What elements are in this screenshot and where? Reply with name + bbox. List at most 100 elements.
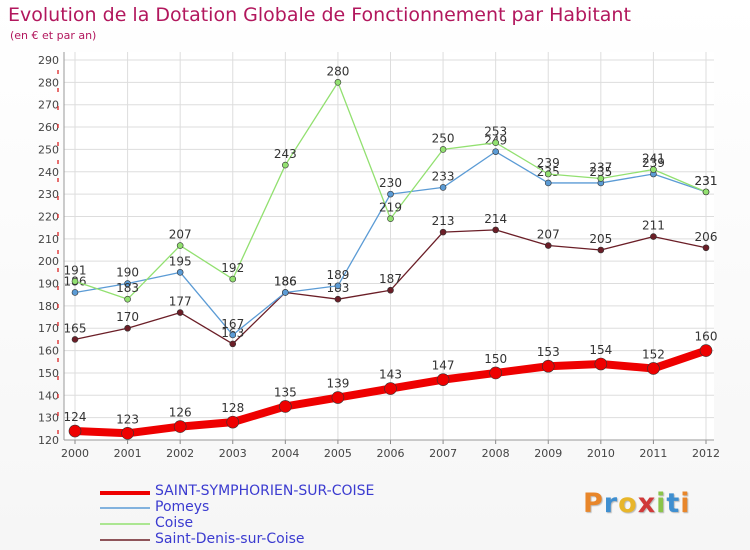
data-point bbox=[702, 244, 710, 252]
data-point bbox=[387, 286, 394, 294]
data-point bbox=[282, 161, 289, 169]
data-point bbox=[544, 242, 552, 249]
data-point bbox=[334, 79, 342, 86]
data-point bbox=[492, 148, 499, 155]
data-point bbox=[597, 246, 605, 254]
data-point bbox=[647, 362, 660, 375]
data-label: 280 bbox=[326, 64, 349, 78]
y-tick-label: 280 bbox=[38, 76, 59, 89]
legend-label-saint-symphorien: SAINT-SYMPHORIEN-SUR-COISE bbox=[155, 483, 375, 499]
data-point bbox=[176, 309, 184, 316]
data-label: 213 bbox=[432, 214, 455, 228]
legend-item-coise: Coise bbox=[95, 516, 425, 532]
data-label: 165 bbox=[64, 321, 87, 335]
data-point bbox=[71, 336, 79, 343]
logo-letter: t bbox=[666, 488, 681, 519]
data-label: 160 bbox=[695, 330, 718, 344]
data-point bbox=[439, 184, 447, 191]
y-tick-label: 290 bbox=[38, 54, 59, 67]
data-point bbox=[282, 289, 289, 296]
data-point bbox=[597, 175, 605, 182]
data-point bbox=[492, 226, 499, 234]
data-label: 250 bbox=[432, 131, 455, 145]
y-tick-label: 250 bbox=[38, 143, 59, 156]
data-point bbox=[173, 420, 187, 433]
y-tick-label: 160 bbox=[38, 345, 59, 358]
data-label: 241 bbox=[642, 152, 665, 166]
logo-letter: o bbox=[618, 488, 638, 519]
legend-label-coise: Coise bbox=[155, 515, 194, 531]
y-tick-label: 140 bbox=[38, 389, 59, 402]
y-tick-label: 180 bbox=[38, 300, 59, 313]
data-point bbox=[279, 400, 292, 413]
x-tick-label: 2010 bbox=[587, 447, 615, 460]
data-label: 170 bbox=[116, 310, 139, 324]
chart-subtitle: (en € et par an) bbox=[10, 29, 97, 42]
legend-item-saint-denis: Saint-Denis-sur-Coise bbox=[95, 532, 425, 548]
data-point bbox=[176, 242, 184, 249]
legend-item-saint-symphorien: SAINT-SYMPHORIEN-SUR-COISE bbox=[95, 484, 425, 500]
x-tick-label: 2004 bbox=[271, 447, 299, 460]
data-label: 233 bbox=[432, 169, 455, 183]
legend-item-pomeys: Pomeys bbox=[95, 500, 425, 516]
data-point bbox=[699, 344, 713, 357]
data-label: 135 bbox=[274, 385, 297, 399]
x-tick-label: 2000 bbox=[61, 447, 89, 460]
data-point bbox=[387, 190, 394, 198]
data-label: 205 bbox=[589, 232, 612, 246]
data-point bbox=[439, 228, 447, 236]
data-point bbox=[650, 233, 657, 240]
y-tick-label: 260 bbox=[38, 121, 59, 134]
data-point bbox=[176, 269, 184, 276]
data-label: 147 bbox=[432, 359, 455, 373]
data-label: 239 bbox=[537, 156, 560, 170]
data-point bbox=[124, 295, 131, 303]
data-point bbox=[334, 295, 342, 303]
data-point bbox=[71, 289, 79, 296]
y-tick-label: 190 bbox=[38, 278, 59, 291]
x-tick-label: 2007 bbox=[429, 447, 457, 460]
data-label: 211 bbox=[642, 219, 665, 233]
data-point bbox=[387, 215, 394, 223]
x-tick-label: 2011 bbox=[639, 447, 667, 460]
data-point bbox=[541, 359, 555, 373]
y-tick-label: 170 bbox=[38, 322, 59, 335]
data-label: 235 bbox=[589, 165, 612, 179]
data-point bbox=[492, 139, 499, 147]
data-point bbox=[68, 424, 82, 438]
data-label: 191 bbox=[64, 263, 87, 277]
data-label: 126 bbox=[169, 406, 192, 420]
y-tick-label: 230 bbox=[38, 188, 59, 201]
data-label: 186 bbox=[274, 274, 297, 288]
data-point bbox=[702, 188, 710, 196]
data-label: 195 bbox=[169, 254, 192, 268]
y-tick-label: 220 bbox=[38, 210, 59, 223]
data-point bbox=[489, 366, 502, 380]
data-label: 239 bbox=[642, 156, 665, 170]
data-label: 153 bbox=[537, 345, 560, 359]
legend-label-saint-denis: Saint-Denis-sur-Coise bbox=[155, 531, 305, 547]
data-label: 187 bbox=[379, 272, 402, 286]
data-label: 177 bbox=[169, 295, 192, 309]
data-label: 190 bbox=[116, 266, 139, 280]
x-tick-label: 2008 bbox=[482, 447, 510, 460]
data-point bbox=[331, 391, 345, 404]
data-label: 231 bbox=[695, 174, 718, 188]
x-tick-label: 2001 bbox=[114, 447, 142, 460]
data-label: 206 bbox=[695, 230, 718, 244]
data-label: 128 bbox=[221, 401, 244, 415]
y-tick-label: 270 bbox=[38, 99, 59, 112]
data-label: 243 bbox=[274, 147, 297, 161]
legend: SAINT-SYMPHORIEN-SUR-COISE Pomeys Coise … bbox=[95, 484, 425, 548]
data-label: 192 bbox=[221, 261, 244, 275]
logo-letter: P bbox=[583, 488, 604, 519]
data-label: 253 bbox=[484, 125, 507, 139]
data-point bbox=[229, 331, 237, 339]
data-point bbox=[436, 373, 450, 386]
data-point bbox=[384, 382, 397, 395]
data-label: 231 bbox=[695, 174, 718, 188]
legend-swatch-saint-denis bbox=[100, 539, 150, 541]
data-point bbox=[124, 280, 131, 287]
plot-area bbox=[64, 52, 714, 440]
data-label: 167 bbox=[221, 317, 244, 331]
